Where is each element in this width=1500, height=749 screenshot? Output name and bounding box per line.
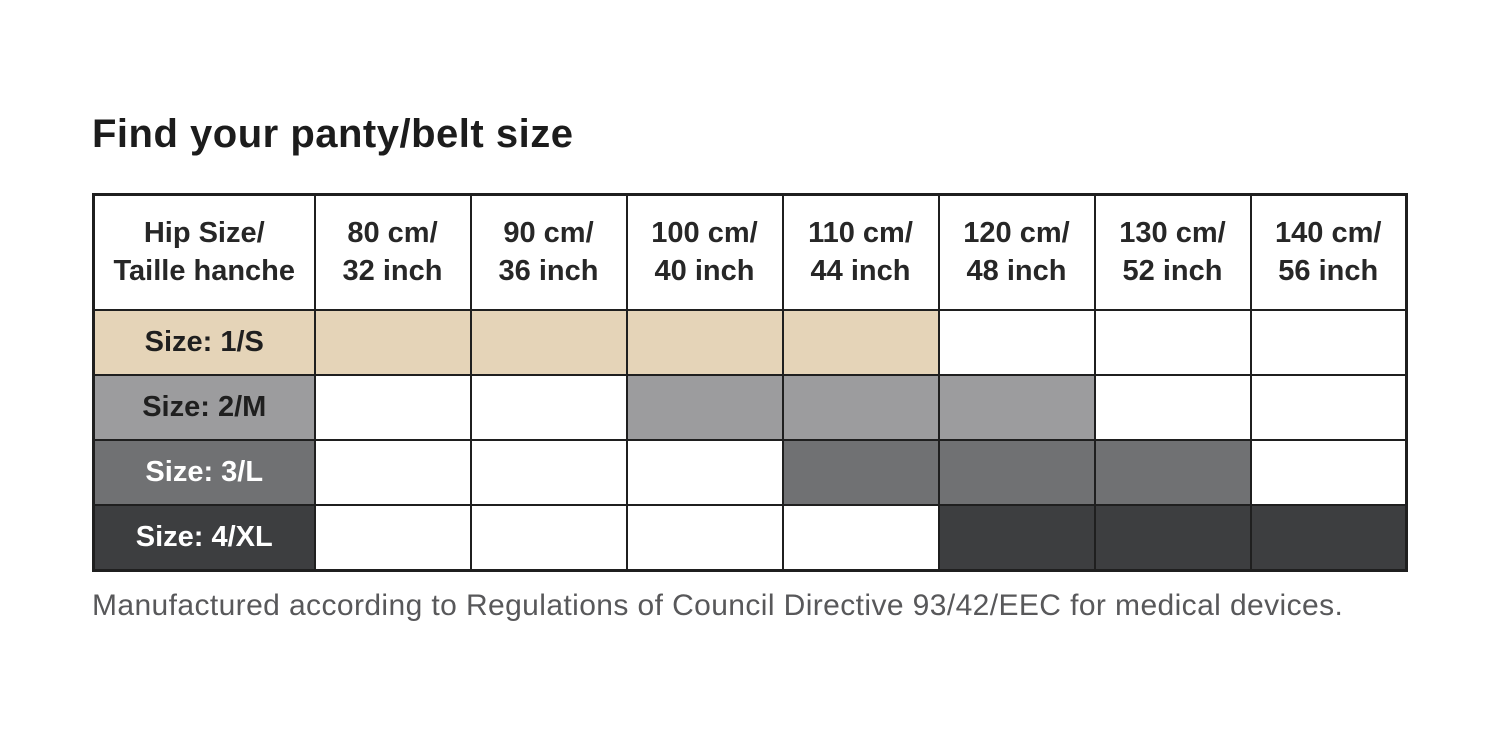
grid-cell [1093,374,1252,441]
grid-cell [469,374,628,441]
table-row-size-1s: Size: 1/S [92,309,1408,376]
grid-cell [625,309,784,376]
grid-cell [781,439,940,506]
table-row-size-2m: Size: 2/M [92,374,1408,441]
size-chart-table: Hip Size/ Taille hanche 80 cm/ 32 inch 9… [92,193,1408,572]
table-row-size-4xl: Size: 4/XL [92,504,1408,572]
grid-cell [1249,374,1408,441]
header-130cm: 130 cm/ 52 inch [1093,193,1252,311]
grid-cell [937,504,1096,572]
grid-cell [313,504,472,572]
row-label-size-4xl: Size: 4/XL [92,504,316,572]
grid-cell [1093,504,1252,572]
grid-cell [469,504,628,572]
footnote-text: Manufactured according to Regulations of… [92,589,1344,622]
grid-cell [469,439,628,506]
grid-cell [313,439,472,506]
header-120cm: 120 cm/ 48 inch [937,193,1096,311]
row-label-size-2m: Size: 2/M [92,374,316,441]
grid-cell [1093,439,1252,506]
grid-cell [781,504,940,572]
header-hip-size: Hip Size/ Taille hanche [92,193,316,311]
page-title: Find your panty/belt size [92,112,574,156]
grid-cell [313,374,472,441]
grid-cell [781,374,940,441]
grid-cell [625,374,784,441]
grid-cell [937,439,1096,506]
grid-cell [937,309,1096,376]
table-header: Hip Size/ Taille hanche 80 cm/ 32 inch 9… [92,193,1408,311]
grid-cell [313,309,472,376]
grid-cell [781,309,940,376]
grid-cell [937,374,1096,441]
grid-cell [1249,309,1408,376]
grid-cell [625,439,784,506]
grid-cell [469,309,628,376]
header-140cm: 140 cm/ 56 inch [1249,193,1408,311]
row-label-size-1s: Size: 1/S [92,309,316,376]
grid-cell [625,504,784,572]
header-row: Hip Size/ Taille hanche 80 cm/ 32 inch 9… [92,193,1408,311]
header-80cm: 80 cm/ 32 inch [313,193,472,311]
row-label-size-3l: Size: 3/L [92,439,316,506]
header-110cm: 110 cm/ 44 inch [781,193,940,311]
header-90cm: 90 cm/ 36 inch [469,193,628,311]
grid-cell [1249,504,1408,572]
grid-cell [1093,309,1252,376]
table-body: Size: 1/S Size: 2/M Size: 3/L [92,309,1408,572]
header-100cm: 100 cm/ 40 inch [625,193,784,311]
grid-cell [1249,439,1408,506]
table-row-size-3l: Size: 3/L [92,439,1408,506]
